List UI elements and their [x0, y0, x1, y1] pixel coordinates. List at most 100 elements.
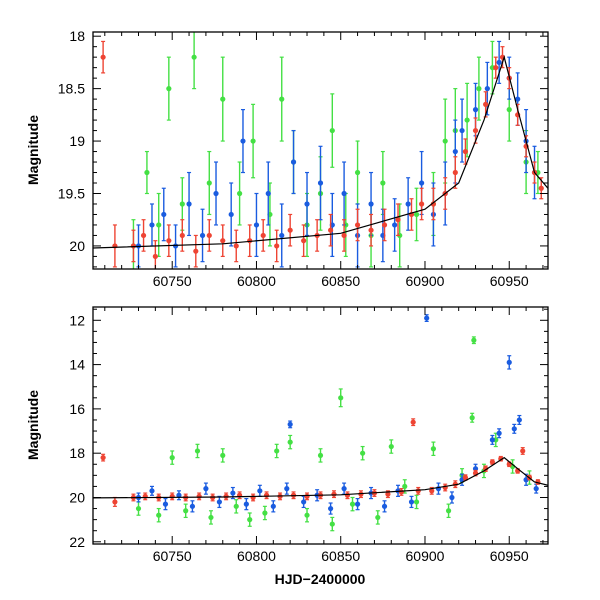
data-point-o — [328, 505, 334, 512]
top-panel: 60750 60800 60850 60900 60950 18 18.5 19 19.5 20… — [25, 28, 549, 289]
data-point-g — [430, 446, 437, 452]
x-tick-label: 60800 — [237, 548, 276, 564]
data-point-g — [338, 395, 344, 401]
data-point-g — [220, 452, 226, 459]
data-point-g — [279, 96, 285, 102]
data-point-g — [135, 505, 142, 512]
data-point-c — [520, 448, 526, 454]
data-point-o — [290, 159, 297, 165]
data-point-o — [304, 201, 310, 207]
top-y-axis-label: Magnitude — [25, 115, 41, 185]
data-point-c — [206, 232, 212, 239]
data-point-c — [166, 238, 172, 244]
data-point-c — [304, 493, 310, 499]
y-tick-label: 18 — [69, 445, 85, 461]
y-tick-label: 20 — [69, 489, 85, 505]
data-point-c — [395, 217, 401, 223]
data-point-g — [471, 337, 477, 343]
data-point-c — [263, 492, 270, 498]
data-point-c — [368, 227, 374, 233]
data-point-o — [203, 486, 209, 492]
data-point-o — [381, 503, 388, 509]
series-g — [135, 336, 533, 532]
data-point-o — [489, 437, 495, 443]
data-point-g — [169, 455, 175, 461]
data-point-c — [483, 101, 489, 107]
data-point-o — [511, 426, 517, 432]
bottom-axis-ticks — [93, 307, 548, 544]
data-point-g — [208, 514, 214, 521]
data-point-c — [140, 232, 147, 239]
data-point-g — [413, 499, 420, 505]
data-point-g — [388, 443, 394, 450]
data-point-g — [191, 54, 197, 60]
data-point-c — [169, 493, 175, 499]
data-point-c — [331, 491, 337, 497]
bottom-plot-area — [93, 314, 548, 532]
data-point-o — [496, 59, 502, 66]
data-point-c — [462, 148, 469, 155]
data-point-g — [166, 86, 172, 92]
y-tick-label: 14 — [69, 357, 85, 373]
data-point-o — [149, 222, 155, 228]
data-point-o — [354, 501, 361, 507]
y-tick-label: 19 — [69, 133, 85, 149]
x-tick-label: 60900 — [406, 548, 445, 564]
data-point-o — [172, 243, 179, 249]
data-point-o — [279, 232, 285, 239]
y-tick-label: 20 — [69, 238, 85, 254]
data-point-c — [100, 54, 106, 60]
data-point-o — [216, 499, 222, 505]
data-point-g — [194, 448, 201, 454]
data-point-g — [329, 521, 335, 527]
x-tick-label: 60850 — [321, 548, 360, 564]
data-point-g — [317, 452, 324, 459]
data-point-o — [213, 190, 219, 197]
data-point-g — [476, 86, 482, 92]
data-point-c — [381, 222, 388, 228]
data-point-c — [220, 238, 226, 244]
data-point-g — [220, 96, 226, 102]
data-point-o — [515, 96, 521, 102]
data-point-c — [193, 248, 199, 254]
data-point-o — [162, 501, 169, 507]
data-point-g — [442, 138, 448, 144]
data-point-c — [196, 493, 202, 499]
y-tick-label: 16 — [69, 401, 85, 417]
data-point-g — [375, 514, 381, 521]
data-point-c — [462, 474, 469, 481]
data-point-o — [449, 494, 455, 501]
data-point-o — [392, 222, 398, 228]
data-point-c — [130, 243, 137, 249]
y-tick-label: 19.5 — [58, 185, 85, 201]
data-point-c — [419, 201, 425, 207]
top-axis-ticks — [93, 32, 548, 269]
data-point-o — [270, 503, 276, 509]
data-point-c — [538, 185, 544, 191]
data-point-o — [452, 148, 458, 155]
data-point-g — [144, 169, 150, 176]
x-tick-label: 60750 — [153, 548, 192, 564]
data-point-c — [112, 499, 118, 505]
data-point-c — [410, 419, 416, 425]
bottom-x-tick-labels: 60750 60800 60850 60900 60950 — [153, 548, 529, 564]
data-point-g — [287, 439, 293, 445]
top-plot-frame — [92, 31, 549, 270]
bottom-plot-frame — [92, 306, 549, 545]
data-point-o — [516, 417, 522, 423]
series-g — [130, 32, 541, 269]
data-point-c — [430, 201, 437, 207]
data-point-g — [360, 450, 366, 456]
data-point-g — [156, 512, 162, 518]
data-point-o — [341, 486, 347, 492]
y-tick-label: 12 — [69, 312, 85, 328]
data-point-g — [206, 180, 212, 186]
data-point-o — [419, 180, 425, 186]
model-curve — [93, 456, 548, 499]
data-point-o — [368, 201, 374, 207]
data-point-g — [445, 508, 452, 514]
x-tick-label: 60950 — [490, 548, 529, 564]
data-point-c — [287, 227, 293, 233]
data-point-c — [179, 232, 185, 239]
